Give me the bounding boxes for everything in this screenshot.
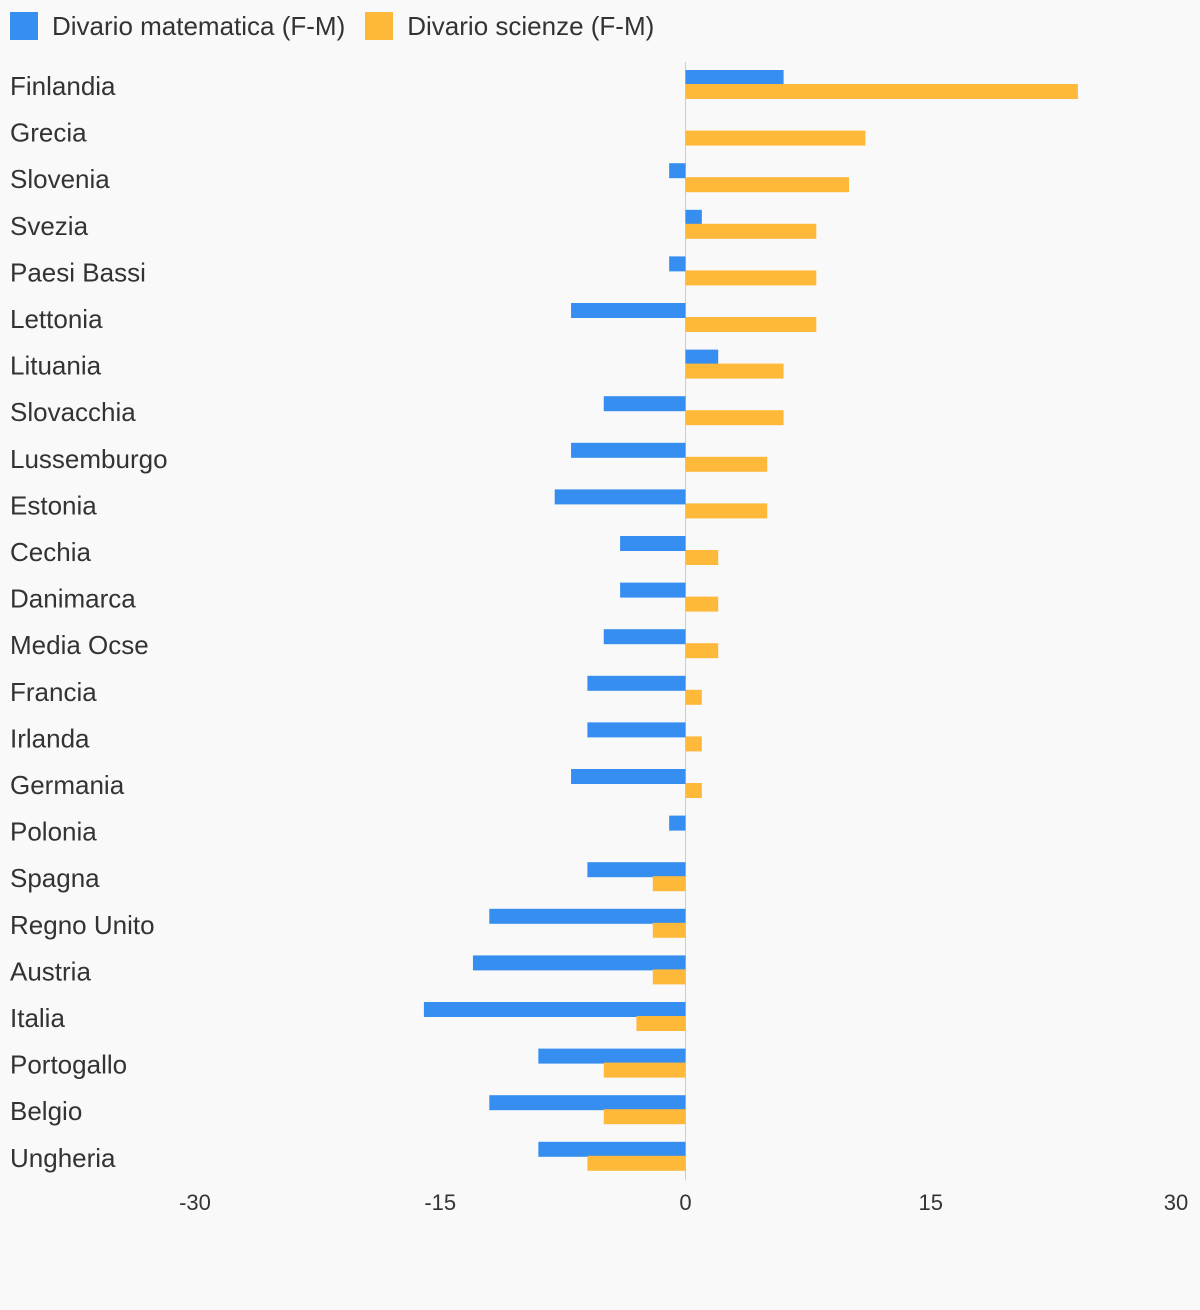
legend-item-science[interactable]: Divario scienze (F-M) — [365, 11, 654, 42]
category-label: Slovacchia — [10, 397, 136, 427]
bar-math[interactable] — [571, 303, 686, 318]
bar-math[interactable] — [587, 675, 686, 691]
bar-math[interactable] — [489, 1095, 686, 1111]
category-label: Regno Unito — [10, 910, 155, 940]
bar-science[interactable] — [685, 456, 768, 472]
category-label: Danimarca — [10, 584, 136, 614]
bar-math[interactable] — [669, 256, 686, 272]
category-label: Paesi Bassi — [10, 257, 146, 287]
bar-science[interactable] — [685, 736, 702, 752]
legend-item-math[interactable]: Divario matematica (F-M) — [10, 11, 345, 42]
bar-math[interactable] — [538, 1141, 686, 1157]
bar-math[interactable] — [587, 862, 686, 878]
x-tick-label: -15 — [424, 1190, 456, 1215]
x-tick-label: 15 — [919, 1190, 943, 1215]
category-label: Svezia — [10, 211, 89, 241]
category-label: Germania — [10, 770, 125, 800]
category-label: Francia — [10, 677, 97, 707]
category-label: Grecia — [10, 118, 87, 148]
bar-science[interactable] — [685, 689, 702, 705]
bar-science[interactable] — [685, 130, 866, 146]
legend-label-science: Divario scienze (F-M) — [407, 10, 655, 41]
bar-science[interactable] — [652, 922, 686, 938]
category-label: Media Ocse — [10, 630, 149, 660]
bar-math[interactable] — [620, 582, 686, 598]
bar-science[interactable] — [685, 503, 768, 519]
bar-science[interactable] — [603, 1109, 686, 1125]
x-tick-label: 0 — [679, 1190, 691, 1215]
bar-science[interactable] — [652, 969, 686, 985]
category-label: Lettonia — [10, 304, 103, 334]
bar-science[interactable] — [685, 596, 719, 612]
chart-legend: Divario matematica (F-M) Divario scienze… — [10, 8, 674, 44]
bar-math[interactable] — [554, 489, 686, 505]
category-label: Ungheria — [10, 1143, 116, 1173]
bar-science[interactable] — [652, 876, 686, 892]
bar-science[interactable] — [685, 363, 784, 379]
category-label: Italia — [10, 1003, 65, 1033]
category-label: Lituania — [10, 351, 102, 381]
bar-science[interactable] — [685, 550, 719, 565]
bar-math[interactable] — [685, 70, 784, 85]
category-label: Slovenia — [10, 164, 110, 194]
bar-science[interactable] — [636, 1016, 686, 1031]
bar-science[interactable] — [587, 1155, 686, 1171]
legend-swatch-science — [365, 12, 394, 40]
bar-science[interactable] — [685, 270, 817, 286]
bar-math[interactable] — [603, 396, 686, 412]
category-label: Portogallo — [10, 1050, 127, 1080]
bar-math[interactable] — [669, 163, 686, 179]
category-label: Lussemburgo — [10, 444, 168, 474]
bar-science[interactable] — [685, 317, 817, 332]
category-label: Austria — [10, 956, 91, 986]
bar-math[interactable] — [620, 536, 686, 551]
bar-science[interactable] — [685, 223, 817, 239]
bar-science[interactable] — [685, 84, 1078, 99]
bar-math[interactable] — [603, 629, 686, 645]
x-tick-label: 30 — [1164, 1190, 1188, 1215]
legend-swatch-math — [10, 12, 38, 40]
bar-math[interactable] — [538, 1048, 686, 1064]
bar-science[interactable] — [685, 783, 702, 798]
legend-label-math: Divario matematica (F-M) — [52, 10, 346, 41]
bar-science[interactable] — [685, 177, 850, 193]
bar-math[interactable] — [571, 769, 686, 784]
bar-math[interactable] — [423, 1002, 686, 1017]
category-label: Finlandia — [10, 71, 116, 101]
bar-math[interactable] — [669, 815, 686, 831]
category-label: Cechia — [10, 537, 91, 567]
category-label: Belgio — [10, 1096, 82, 1126]
category-label: Estonia — [10, 490, 97, 520]
x-tick-label: -30 — [179, 1190, 211, 1215]
bar-science[interactable] — [685, 410, 784, 426]
bar-math[interactable] — [472, 955, 686, 971]
category-label: Polonia — [10, 817, 97, 847]
bar-math[interactable] — [685, 349, 719, 365]
bar-math[interactable] — [489, 908, 686, 924]
bar-math[interactable] — [571, 442, 686, 458]
bar-math[interactable] — [685, 209, 702, 225]
bar-science[interactable] — [685, 643, 719, 659]
category-label: Spagna — [10, 863, 100, 893]
category-label: Irlanda — [10, 723, 90, 753]
bar-math[interactable] — [587, 722, 686, 738]
bar-science[interactable] — [603, 1062, 686, 1078]
